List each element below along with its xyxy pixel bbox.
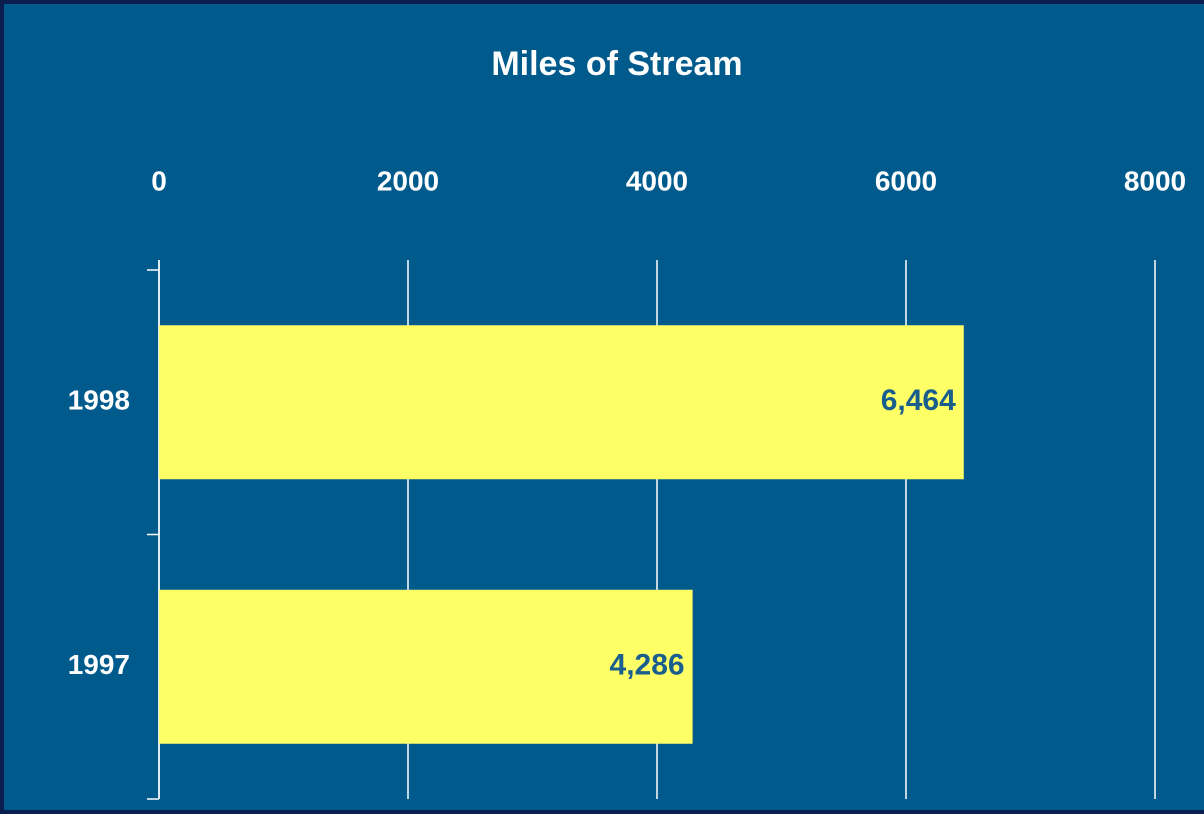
x-tick-label: 8000 — [1124, 165, 1186, 196]
y-tick-label: 1997 — [68, 649, 130, 680]
bar — [159, 589, 693, 744]
x-tick-label: 6000 — [875, 165, 937, 196]
bar — [159, 325, 964, 480]
chart-title: Miles of Stream — [491, 45, 742, 83]
x-tick-label: 4000 — [626, 165, 688, 196]
x-tick-label: 2000 — [377, 165, 439, 196]
x-tick-label: 0 — [151, 165, 167, 196]
value-label: 6,464 — [881, 384, 956, 417]
value-label: 4,286 — [610, 649, 685, 682]
y-tick-label: 1998 — [68, 385, 130, 416]
